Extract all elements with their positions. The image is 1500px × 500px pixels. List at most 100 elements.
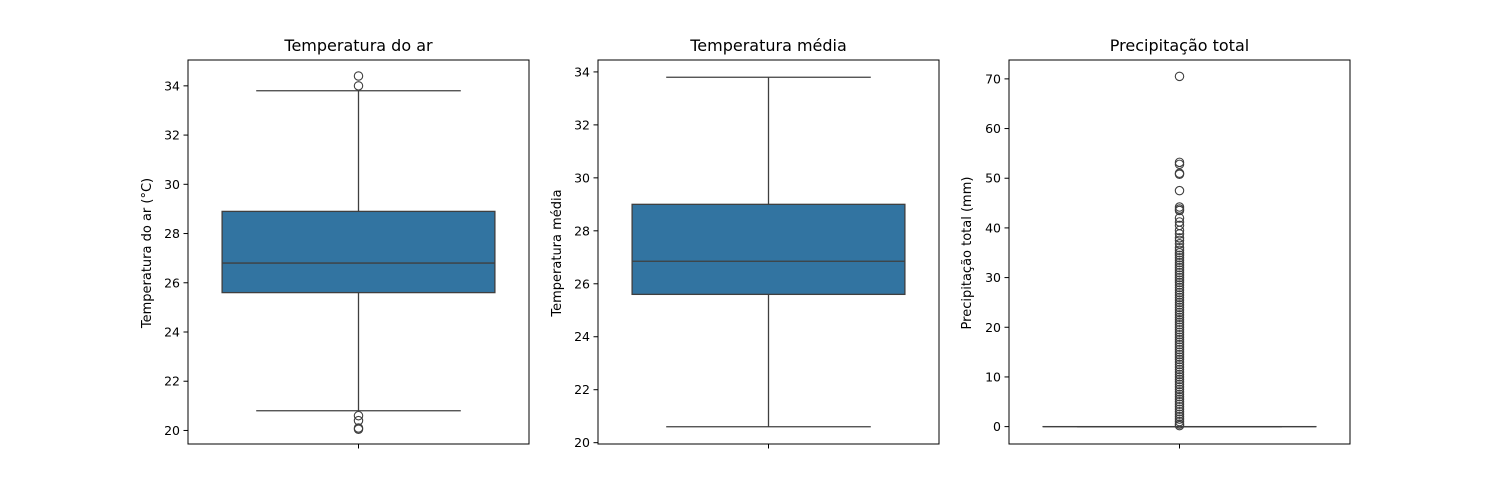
outlier-point <box>1174 327 1185 337</box>
outlier-point <box>1174 416 1185 427</box>
y-tick-label: 20 <box>164 423 180 438</box>
outlier-point <box>1174 280 1185 290</box>
outlier-point <box>1174 322 1185 333</box>
outlier-point <box>1174 324 1185 335</box>
y-tick-label: 70 <box>985 71 1001 86</box>
outlier-point <box>1174 394 1185 405</box>
plot-area: 20 22 24 26 28 30 32 34 <box>574 64 906 450</box>
axes-frame <box>597 59 940 445</box>
y-tick-label: 24 <box>164 325 180 340</box>
y-tick-label: 26 <box>574 276 590 291</box>
outlier-point <box>1174 233 1185 243</box>
chart-title: Precipitação total <box>1110 36 1249 55</box>
y-tick-label: 20 <box>985 320 1001 335</box>
outlier-point <box>1174 374 1185 385</box>
outlier-point <box>1174 229 1185 239</box>
y-axis-label: Precipitação total (mm) <box>960 177 975 330</box>
outlier-point <box>1174 270 1185 280</box>
y-tick-label: 32 <box>574 117 590 132</box>
y-tick-label: 30 <box>164 177 180 192</box>
outlier-point <box>1174 305 1185 315</box>
box-iqr <box>631 203 906 296</box>
outlier-point <box>1174 404 1185 414</box>
axes-frame <box>187 59 530 445</box>
y-tick-label: 34 <box>574 64 590 79</box>
outlier-point <box>1174 349 1185 360</box>
outlier-point <box>1174 367 1185 377</box>
outlier-point <box>1174 225 1185 236</box>
outlier-point <box>1174 255 1185 265</box>
outlier-point <box>1174 262 1185 273</box>
box-iqr <box>221 210 496 294</box>
outlier-point <box>1174 277 1185 288</box>
outlier-point <box>1174 292 1185 303</box>
plot-area: 0 10 20 30 40 50 60 70 <box>985 71 1317 449</box>
outlier-point <box>353 410 364 421</box>
outlier-point <box>1174 235 1185 246</box>
outlier-point <box>1174 250 1185 260</box>
y-tick-label: 22 <box>164 374 180 389</box>
outlier-point <box>1174 387 1185 397</box>
outlier-point <box>1174 275 1185 285</box>
outlier-point <box>1174 399 1185 410</box>
outlier-point <box>1174 362 1185 372</box>
outlier-point <box>1174 297 1185 308</box>
outlier-point <box>1174 307 1185 318</box>
outlier-point <box>1174 265 1185 275</box>
outlier-point <box>1174 392 1185 402</box>
y-tick-label: 28 <box>574 223 590 238</box>
outlier-point <box>1174 302 1185 313</box>
outlier-point <box>1174 372 1185 382</box>
chart-title: Temperatura do ar <box>283 36 433 55</box>
panel-temperatura-do-ar: Temperatura do ar Temperatura do ar (°C)… <box>140 36 530 449</box>
outlier-point <box>1174 339 1185 350</box>
outlier-point <box>1174 384 1185 395</box>
outlier-point <box>1174 267 1185 278</box>
axes-frame <box>1008 59 1351 445</box>
y-tick-label: 28 <box>164 226 180 241</box>
panel-precipitacao-total: Precipitação total Precipitação total (m… <box>960 36 1351 449</box>
y-tick-label: 0 <box>993 419 1001 434</box>
outlier-point <box>1174 337 1185 347</box>
outlier-point <box>1174 389 1185 400</box>
outlier-point <box>1174 377 1185 387</box>
outlier-point <box>1174 287 1185 298</box>
y-tick-label: 50 <box>985 171 1001 186</box>
y-tick-label: 24 <box>574 329 590 344</box>
chart-title: Temperatura média <box>689 36 847 55</box>
outlier-point <box>1174 352 1185 362</box>
outlier-point <box>1174 260 1185 270</box>
plot-area: 20 22 24 26 28 30 32 34 <box>164 71 496 449</box>
y-tick-label: 20 <box>574 435 590 450</box>
outlier-point <box>353 81 364 91</box>
outlier-point <box>1174 315 1185 325</box>
outlier-point <box>1174 320 1185 330</box>
y-tick-label: 60 <box>985 121 1001 136</box>
outlier-point <box>1174 157 1185 168</box>
outlier-point <box>1174 252 1185 263</box>
outlier-point <box>1174 401 1185 412</box>
outlier-point <box>1174 285 1185 295</box>
outlier-point <box>1174 420 1185 431</box>
outlier-point <box>1174 247 1185 258</box>
outlier-point <box>1174 347 1185 357</box>
outlier-point <box>1174 364 1185 375</box>
outlier-point <box>1174 169 1185 180</box>
outlier-point <box>1174 282 1185 293</box>
y-axis-label: Temperatura do ar (°C) <box>140 178 155 329</box>
outlier-point <box>1174 295 1185 305</box>
y-tick-label: 10 <box>985 369 1001 384</box>
outlier-point <box>1174 342 1185 352</box>
outlier-point <box>1174 213 1185 223</box>
outlier-point <box>1174 409 1185 419</box>
outlier-point <box>1174 344 1185 355</box>
outlier-point <box>1174 357 1185 367</box>
outlier-point <box>353 424 364 434</box>
outlier-point <box>1174 71 1185 82</box>
outlier-point <box>1174 312 1185 323</box>
outlier-point <box>1174 382 1185 392</box>
outlier-point <box>1174 300 1185 310</box>
y-tick-label: 34 <box>164 78 180 93</box>
panel-temperatura-media: Temperatura média Temperatura média 20 22… <box>550 36 940 450</box>
